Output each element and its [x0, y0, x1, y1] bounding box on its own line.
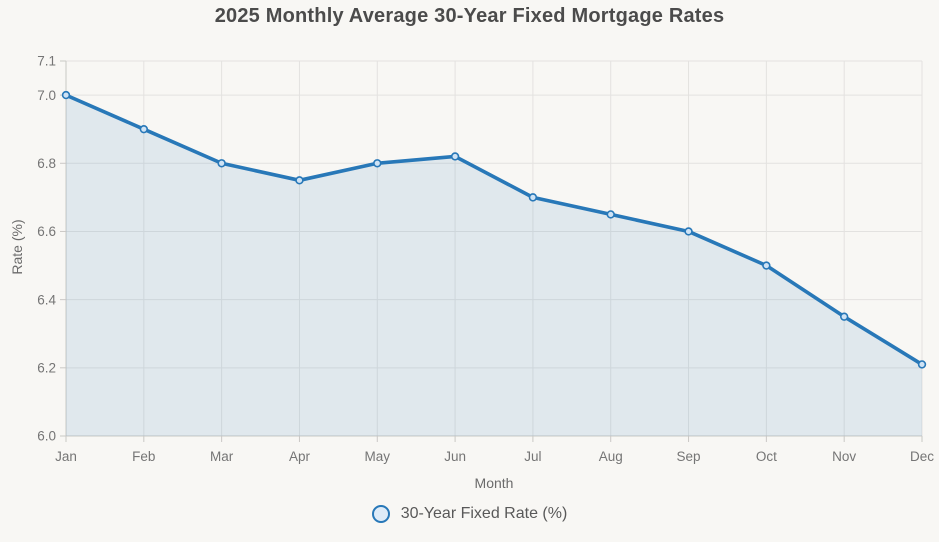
x-tick-label: Jul: [524, 449, 541, 464]
x-tick-label: Nov: [832, 449, 856, 464]
data-point-Sep[interactable]: Sep: 6.6: [684, 227, 693, 236]
y-tick-label: 6.0: [37, 429, 56, 444]
legend-circle-icon: [371, 505, 390, 523]
x-tick-label: Aug: [599, 449, 623, 464]
y-tick-label: 6.2: [37, 361, 56, 376]
x-tick-label: Feb: [132, 449, 155, 464]
data-point-Nov[interactable]: Nov: 6.35: [839, 312, 849, 321]
data-point-Mar[interactable]: Mar: 6.8: [217, 159, 226, 168]
series-line: [64, 93, 924, 367]
data-point-Jun[interactable]: Jun: 6.82: [450, 152, 460, 161]
data-point-Oct[interactable]: Oct: 6.5: [762, 261, 771, 270]
y-tick-label: 7.1: [37, 54, 56, 69]
x-axis-title: Month: [474, 475, 514, 491]
legend-item[interactable]: 30-Year Fixed Rate (%): [0, 505, 939, 523]
data-point-May[interactable]: May: 6.8: [373, 159, 382, 168]
data-point-Dec[interactable]: Dec: 6.21: [917, 360, 927, 369]
data-point-Aug[interactable]: Aug: 6.65: [606, 210, 615, 219]
x-tick-label: Oct: [756, 449, 777, 464]
x-tick-label: May: [365, 449, 391, 464]
x-tick-label: Dec: [910, 449, 934, 464]
data-point-Jan[interactable]: Jan: 7: [61, 90, 71, 100]
data-point-Jul[interactable]: Jul: 6.7: [528, 193, 538, 202]
x-tick-label: Mar: [210, 449, 234, 464]
data-point-Apr[interactable]: Apr: 6.75: [295, 176, 304, 185]
y-tick-label: 7.0: [37, 88, 56, 103]
y-tick-label: 6.4: [37, 292, 56, 307]
data-point-Feb[interactable]: Feb: 6.9: [139, 124, 149, 134]
y-tick-label: 6.8: [37, 156, 56, 171]
y-tick-label: 6.6: [37, 224, 56, 239]
x-tick-label: Apr: [289, 449, 311, 464]
chart-title: 2025 Monthly Average 30-Year Fixed Mortg…: [214, 5, 725, 27]
x-tick-label: Jun: [444, 449, 466, 464]
x-tick-label: Sep: [677, 449, 701, 464]
legend-label: 30-Year Fixed Rate (%): [400, 505, 568, 522]
x-tick-label: Jan: [55, 449, 77, 464]
series-area-fill: [66, 95, 922, 436]
